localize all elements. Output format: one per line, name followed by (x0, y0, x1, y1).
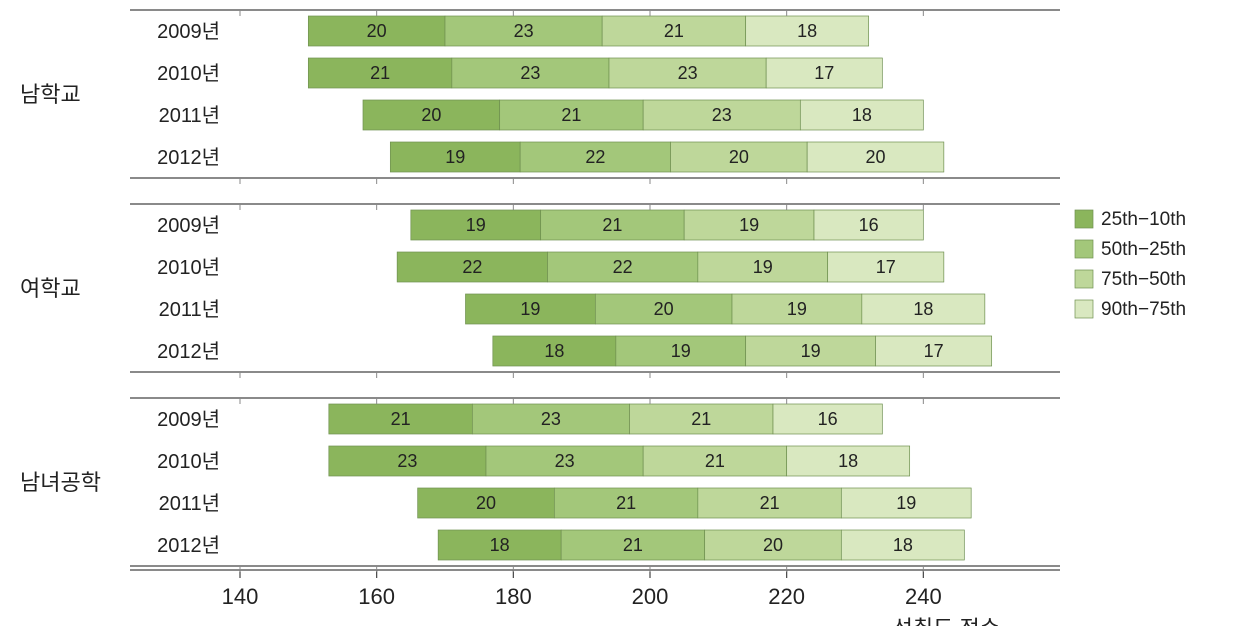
x-tick-label: 140 (222, 584, 259, 609)
segment-value: 17 (924, 341, 944, 361)
year-label: 2011년 (159, 492, 220, 515)
chart-container: 2009년 20 23 21 18 2010년 21 23 23 17 2011년 20 21 23 18 2… (0, 0, 1240, 626)
segment-value: 18 (913, 299, 933, 319)
segment-value: 19 (801, 341, 821, 361)
segment-value: 23 (514, 21, 534, 41)
segment-value: 18 (893, 535, 913, 555)
segment-value: 20 (763, 535, 783, 555)
segment-value: 18 (852, 105, 872, 125)
segment-value: 20 (367, 21, 387, 41)
x-tick-label: 200 (632, 584, 669, 609)
segment-value: 21 (705, 451, 725, 471)
segment-value: 20 (421, 105, 441, 125)
segment-value: 22 (585, 147, 605, 167)
segment-value: 19 (787, 299, 807, 319)
year-label: 2009년 (157, 408, 220, 431)
legend-swatch (1075, 300, 1093, 318)
segment-value: 21 (370, 63, 390, 83)
segment-value: 21 (616, 493, 636, 513)
segment-value: 20 (654, 299, 674, 319)
legend-swatch (1075, 240, 1093, 258)
legend-label: 75th−50th (1101, 269, 1186, 290)
x-tick-label: 160 (358, 584, 395, 609)
x-axis-title: 성취도 점수 (893, 616, 1000, 626)
segment-value: 21 (691, 409, 711, 429)
segment-value: 18 (797, 21, 817, 41)
segment-value: 19 (896, 493, 916, 513)
legend-label: 25th−10th (1101, 209, 1186, 230)
segment-value: 17 (814, 63, 834, 83)
segment-value: 19 (466, 215, 486, 235)
segment-value: 19 (739, 215, 759, 235)
segment-value: 21 (623, 535, 643, 555)
segment-value: 21 (664, 21, 684, 41)
year-label: 2009년 (157, 20, 220, 43)
legend-swatch (1075, 270, 1093, 288)
segment-value: 22 (613, 257, 633, 277)
segment-value: 18 (544, 341, 564, 361)
segment-value: 19 (520, 299, 540, 319)
segment-value: 21 (391, 409, 411, 429)
segment-value: 23 (555, 451, 575, 471)
legend-swatch (1075, 210, 1093, 228)
segment-value: 23 (678, 63, 698, 83)
year-label: 2011년 (159, 104, 220, 127)
segment-value: 23 (712, 105, 732, 125)
x-tick-label: 240 (905, 584, 942, 609)
segment-value: 16 (859, 215, 879, 235)
segment-value: 20 (476, 493, 496, 513)
x-tick-label: 180 (495, 584, 532, 609)
segment-value: 21 (602, 215, 622, 235)
segment-value: 20 (865, 147, 885, 167)
year-label: 2012년 (157, 340, 220, 363)
year-label: 2011년 (159, 298, 220, 321)
year-label: 2010년 (157, 256, 220, 279)
segment-value: 23 (520, 63, 540, 83)
group-label: 여학교 (20, 276, 81, 301)
segment-value: 21 (561, 105, 581, 125)
segment-value: 18 (490, 535, 510, 555)
legend-label: 50th−25th (1101, 239, 1186, 260)
segment-value: 23 (541, 409, 561, 429)
legend-label: 90th−75th (1101, 299, 1186, 320)
group-label: 남학교 (20, 82, 81, 107)
segment-value: 20 (729, 147, 749, 167)
segment-value: 18 (838, 451, 858, 471)
segment-value: 21 (760, 493, 780, 513)
year-label: 2012년 (157, 534, 220, 557)
segment-value: 19 (671, 341, 691, 361)
segment-value: 16 (818, 409, 838, 429)
segment-value: 19 (445, 147, 465, 167)
segment-value: 19 (753, 257, 773, 277)
segment-value: 23 (397, 451, 417, 471)
segment-value: 22 (462, 257, 482, 277)
group-label: 남녀공학 (20, 470, 101, 495)
year-label: 2010년 (157, 450, 220, 473)
year-label: 2010년 (157, 62, 220, 85)
segment-value: 17 (876, 257, 896, 277)
year-label: 2012년 (157, 146, 220, 169)
year-label: 2009년 (157, 214, 220, 237)
chart-svg: 2009년 20 23 21 18 2010년 21 23 23 17 2011년 20 21 23 18 2… (0, 0, 1240, 626)
x-tick-label: 220 (768, 584, 805, 609)
